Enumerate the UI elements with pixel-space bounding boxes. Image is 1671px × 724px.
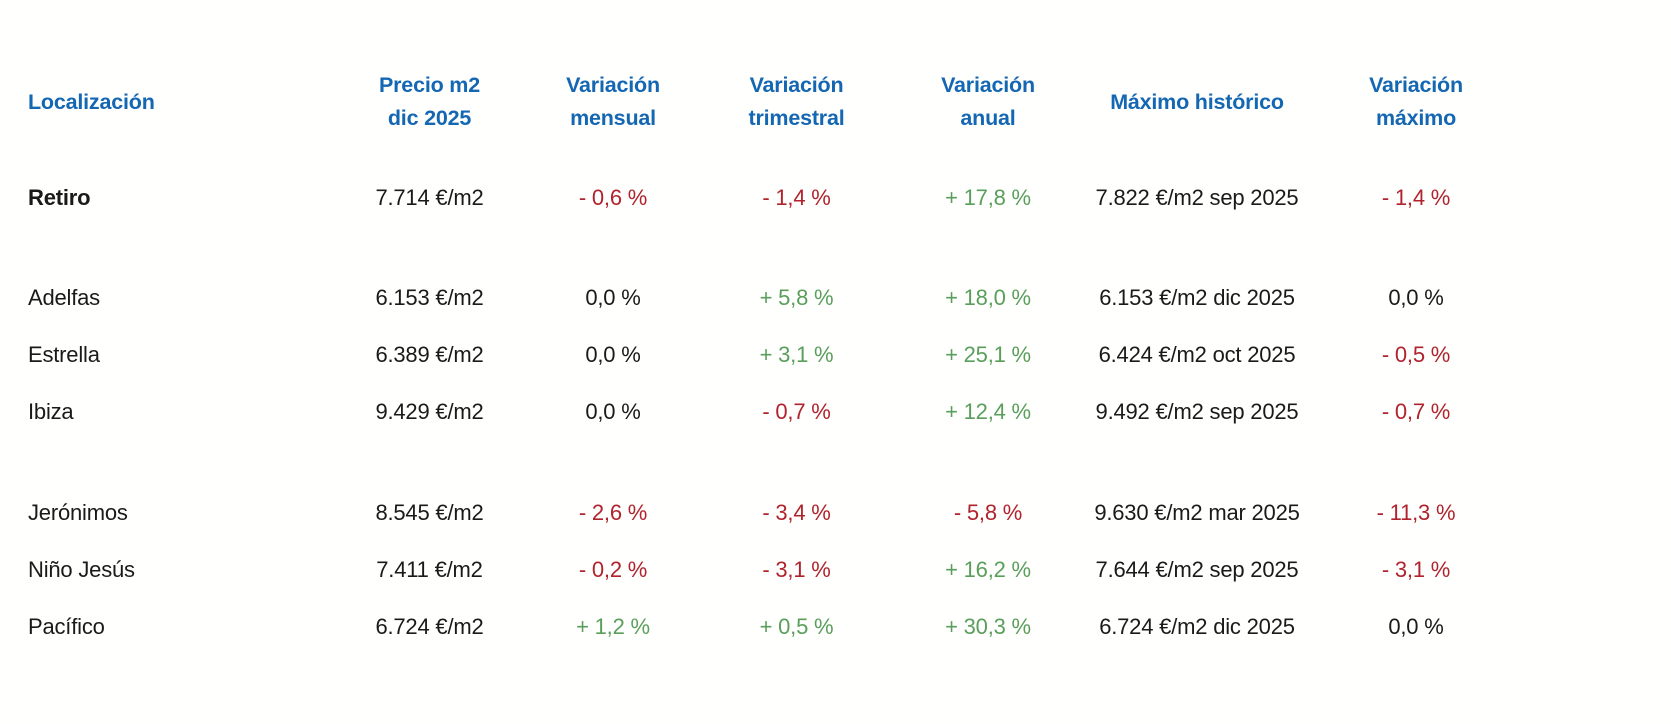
price-cell: 6.724 €/m2 xyxy=(375,613,484,639)
header-variacion-maximo: Variación máximo xyxy=(1306,69,1526,135)
quarterly-variation-cell: - 3,1 % xyxy=(762,556,831,582)
location-cell: Pacífico xyxy=(28,613,105,639)
price-cell: 6.389 €/m2 xyxy=(375,341,484,367)
header-variacion-anual: Variación anual xyxy=(888,69,1088,135)
header-label: dic 2025 xyxy=(387,106,472,130)
annual-variation-cell: + 17,8 % xyxy=(945,184,1031,210)
annual-variation-cell: + 12,4 % xyxy=(945,398,1031,424)
header-label: Variación xyxy=(941,73,1035,97)
annual-variation-cell: + 25,1 % xyxy=(945,341,1031,367)
historic-max-cell: 6.424 €/m2 oct 2025 xyxy=(1098,341,1296,367)
max-variation-cell: - 0,7 % xyxy=(1381,398,1451,424)
historic-max-cell: 7.822 €/m2 sep 2025 xyxy=(1095,184,1299,210)
quarterly-variation-cell: + 5,8 % xyxy=(759,284,834,310)
quarterly-variation-cell: + 3,1 % xyxy=(759,341,834,367)
max-variation-cell: - 3,1 % xyxy=(1381,556,1451,582)
location-cell: Jerónimos xyxy=(28,499,128,525)
price-cell: 8.545 €/m2 xyxy=(375,499,484,525)
header-label: Variación xyxy=(566,73,660,97)
table-row: Adelfas 6.153 €/m2 0,0 % + 5,8 % + 18,0 % 6.1… xyxy=(0,269,1671,326)
quarterly-variation-cell: - 1,4 % xyxy=(762,184,831,210)
header-label: Precio m2 xyxy=(379,73,480,97)
max-variation-cell: 0,0 % xyxy=(1388,284,1444,310)
location-cell: Estrella xyxy=(28,341,100,367)
header-label: máximo xyxy=(1375,106,1457,130)
price-table: Localización Precio m2 dic 2025 Variació… xyxy=(0,62,1671,655)
monthly-variation-cell: - 0,6 % xyxy=(578,184,648,210)
location-cell: Ibiza xyxy=(28,398,74,424)
annual-variation-cell: + 18,0 % xyxy=(945,284,1031,310)
historic-max-cell: 9.630 €/m2 mar 2025 xyxy=(1094,499,1300,525)
table-row: Estrella 6.389 €/m2 0,0 % + 3,1 % + 25,1 % 6.… xyxy=(0,326,1671,383)
header-label: Variación xyxy=(1369,73,1463,97)
monthly-variation-cell: 0,0 % xyxy=(585,341,641,367)
location-cell: Retiro xyxy=(28,184,91,210)
quarterly-variation-cell: - 0,7 % xyxy=(762,398,831,424)
monthly-variation-cell: - 0,2 % xyxy=(578,556,648,582)
annual-variation-cell: + 30,3 % xyxy=(945,613,1031,639)
quarterly-variation-cell: - 3,4 % xyxy=(762,499,831,525)
price-cell: 7.714 €/m2 xyxy=(375,184,484,210)
table-row: Retiro 7.714 €/m2 - 0,6 % - 1,4 % + 17,8 % 7.… xyxy=(0,169,1671,226)
annual-variation-cell: - 5,8 % xyxy=(953,499,1023,525)
header-localizacion: Localización xyxy=(0,86,338,119)
group-gap xyxy=(0,440,1671,484)
location-cell: Niño Jesús xyxy=(28,556,135,582)
header-variacion-mensual: Variación mensual xyxy=(521,69,705,135)
header-maximo-historico: Máximo histórico xyxy=(1088,86,1306,119)
header-variacion-trimestral: Variación trimestral xyxy=(705,69,888,135)
monthly-variation-cell: + 1,2 % xyxy=(576,613,650,639)
historic-max-cell: 6.153 €/m2 dic 2025 xyxy=(1099,284,1295,310)
price-cell: 6.153 €/m2 xyxy=(375,284,484,310)
table-row: Ibiza 9.429 €/m2 0,0 % - 0,7 % + 12,4 % 9.492… xyxy=(0,383,1671,440)
table-header-row: Localización Precio m2 dic 2025 Variació… xyxy=(0,62,1671,142)
header-label: Variación xyxy=(749,73,844,97)
monthly-variation-cell: 0,0 % xyxy=(585,284,641,310)
header-precio-m2: Precio m2 dic 2025 xyxy=(338,69,521,135)
historic-max-cell: 7.644 €/m2 sep 2025 xyxy=(1095,556,1299,582)
header-label: trimestral xyxy=(748,106,845,130)
header-label: Máximo histórico xyxy=(1110,89,1284,114)
table-row: Niño Jesús 7.411 €/m2 - 0,2 % - 3,1 % + 16,2… xyxy=(0,541,1671,598)
historic-max-cell: 6.724 €/m2 dic 2025 xyxy=(1099,613,1295,639)
header-label: anual xyxy=(960,106,1016,130)
header-label: mensual xyxy=(570,106,656,130)
table-row: Pacífico 6.724 €/m2 + 1,2 % + 0,5 % + 30,3 %… xyxy=(0,598,1671,655)
price-cell: 7.411 €/m2 xyxy=(376,556,483,582)
monthly-variation-cell: 0,0 % xyxy=(585,398,641,424)
header-label: Localización xyxy=(28,89,155,114)
group-gap xyxy=(0,226,1671,269)
max-variation-cell: - 1,4 % xyxy=(1381,184,1451,210)
quarterly-variation-cell: + 0,5 % xyxy=(759,613,834,639)
max-variation-cell: - 11,3 % xyxy=(1376,499,1456,525)
historic-max-cell: 9.492 €/m2 sep 2025 xyxy=(1095,398,1299,424)
location-cell: Adelfas xyxy=(28,284,100,310)
price-cell: 9.429 €/m2 xyxy=(375,398,484,424)
annual-variation-cell: + 16,2 % xyxy=(945,556,1031,582)
max-variation-cell: - 0,5 % xyxy=(1381,341,1451,367)
table-row: Jerónimos 8.545 €/m2 - 2,6 % - 3,4 % - 5,8 %… xyxy=(0,484,1671,541)
table-body: Retiro 7.714 €/m2 - 0,6 % - 1,4 % + 17,8 % 7.… xyxy=(0,169,1671,655)
monthly-variation-cell: - 2,6 % xyxy=(578,499,648,525)
max-variation-cell: 0,0 % xyxy=(1388,613,1444,639)
